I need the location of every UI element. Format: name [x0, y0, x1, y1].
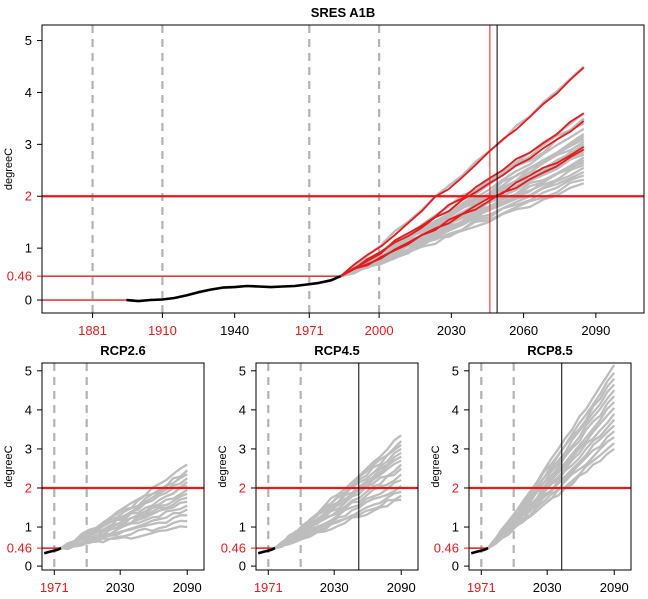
y-tick-label: 0 — [239, 559, 246, 574]
ensemble-member-line — [340, 65, 585, 278]
y-tick-label-reference: 0.46 — [434, 541, 459, 556]
y-tick-label: 5 — [239, 363, 246, 378]
ensemble-member-line — [274, 490, 402, 550]
x-tick-label: 2030 — [320, 580, 349, 595]
chart-panel-sres-a1b: SRES A1B degreeC 0 1 2 3 4 5 0.46 1881 1910 1940 197… — [3, 5, 645, 338]
y-tick-label: 1 — [25, 520, 32, 535]
plot-frame — [255, 362, 419, 571]
y-tick-label: 1 — [25, 241, 32, 256]
y-tick-label: 0 — [452, 559, 459, 574]
chart-title: SRES A1B — [311, 5, 376, 20]
x-tick-label: 2030 — [437, 323, 466, 338]
x-tick-label: 1910 — [148, 323, 177, 338]
ensemble-member-line — [274, 434, 402, 550]
x-tick-label: 1971 — [295, 323, 324, 338]
chart-panel-rcp2-6: RCP2.6 degreeC 0 1 2 3 4 5 0.46 1971 2030 2090 — [3, 343, 205, 595]
plot-frame — [41, 362, 205, 571]
x-tick-label: 2030 — [106, 580, 135, 595]
ensemble-member-line — [487, 372, 616, 549]
observed-line — [126, 275, 342, 303]
plot-frame — [41, 24, 645, 314]
selected-model-line — [340, 146, 585, 277]
x-tick-label: 2090 — [387, 580, 416, 595]
y-tick-label: 1 — [239, 520, 246, 535]
plot-frame — [468, 362, 632, 571]
y-tick-label: 2 — [239, 480, 246, 495]
y-axis-label: degreeC — [217, 445, 229, 487]
y-tick-label: 0 — [25, 559, 32, 574]
x-tick-label: 2090 — [581, 323, 610, 338]
y-tick-label: 5 — [452, 363, 459, 378]
ensemble-member-line — [487, 364, 616, 549]
y-tick-label: 3 — [452, 441, 459, 456]
y-tick-label: 2 — [25, 189, 32, 204]
chart-panel-rcp8-5: RCP8.5 degreeC 0 1 2 3 4 5 0.46 1971 2030 2090 — [430, 343, 632, 595]
chart-title: RCP8.5 — [527, 343, 573, 358]
y-tick-label: 5 — [25, 363, 32, 378]
y-tick-label: 2 — [452, 480, 459, 495]
y-tick-label-reference: 0.46 — [7, 269, 32, 284]
observed-line — [470, 546, 489, 555]
y-tick-label: 2 — [25, 480, 32, 495]
x-tick-label: 1971 — [467, 580, 496, 595]
x-tick-label: 2090 — [600, 580, 629, 595]
y-axis-label: degreeC — [3, 445, 15, 487]
y-axis-label: degreeC — [3, 148, 15, 190]
x-tick-label: 2000 — [365, 323, 394, 338]
x-tick-label: 2090 — [173, 580, 202, 595]
y-tick-label-reference: 0.46 — [221, 541, 246, 556]
x-tick-label: 1971 — [40, 580, 69, 595]
y-tick-label: 4 — [25, 85, 32, 100]
observed-line — [257, 546, 276, 555]
y-tick-label: 4 — [239, 402, 246, 417]
selected-model-line — [340, 66, 585, 277]
observed-line — [43, 546, 62, 555]
ensemble-member-line — [60, 463, 188, 550]
ensemble-member-line — [487, 407, 616, 549]
y-tick-label: 3 — [25, 137, 32, 152]
x-tick-label: 1881 — [78, 323, 107, 338]
ensemble-member-line — [340, 112, 585, 278]
y-tick-label: 4 — [452, 402, 459, 417]
y-axis-label: degreeC — [430, 445, 442, 487]
chart-title: RCP2.6 — [100, 343, 146, 358]
selected-model-line — [340, 112, 585, 277]
y-tick-label-reference: 0.46 — [7, 541, 32, 556]
ensemble-member-line — [60, 519, 188, 550]
y-tick-label: 0 — [25, 293, 32, 308]
y-tick-label: 4 — [25, 402, 32, 417]
y-tick-label: 1 — [452, 520, 459, 535]
selected-model-line — [340, 120, 585, 277]
y-tick-label: 3 — [25, 441, 32, 456]
ensemble-member-line — [274, 467, 402, 550]
x-tick-label: 1940 — [220, 323, 249, 338]
x-tick-label: 2060 — [509, 323, 538, 338]
y-tick-label: 5 — [25, 33, 32, 48]
chart-panel-rcp4-5: RCP4.5 degreeC 0 1 2 3 4 5 0.46 1971 2030 2090 — [217, 343, 419, 595]
chart-title: RCP4.5 — [314, 343, 360, 358]
x-tick-label: 2030 — [533, 580, 562, 595]
y-tick-label: 3 — [239, 441, 246, 456]
x-tick-label: 1971 — [254, 580, 283, 595]
